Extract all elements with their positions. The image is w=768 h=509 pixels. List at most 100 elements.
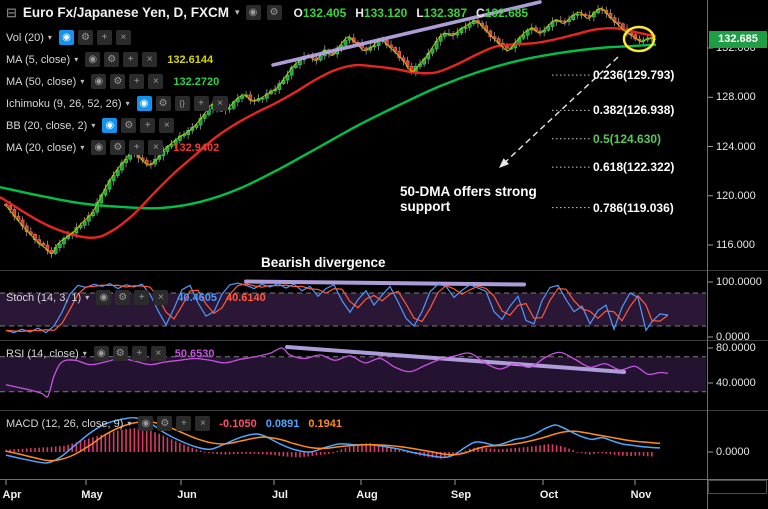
gear-icon[interactable]: ⚙: [157, 416, 173, 431]
support-arrow-head: [499, 158, 509, 168]
close-icon[interactable]: ×: [195, 416, 211, 431]
axis-corner-box[interactable]: [708, 480, 767, 494]
rsi-divergence-trendline[interactable]: [285, 345, 626, 374]
stoch-label[interactable]: Stoch (14, 3, 1): [6, 291, 82, 304]
fib-level-label[interactable]: 0.236(129.793): [593, 68, 675, 83]
month-label: May: [81, 489, 103, 501]
macd-hist-bar: [622, 452, 624, 456]
macd-label[interactable]: MACD (12, 26, close, 9): [6, 417, 124, 430]
rsi-label[interactable]: RSI (14, close): [6, 347, 79, 360]
eye-icon[interactable]: ◉: [85, 52, 101, 67]
gear-icon[interactable]: ⚙: [155, 96, 171, 111]
symbol-caret-icon[interactable]: ▾: [234, 7, 240, 17]
indicator-label[interactable]: MA (20, close): [6, 141, 77, 154]
macd-hist-bar: [394, 449, 396, 452]
macd-hist-bar: [257, 452, 260, 455]
support-arrow[interactable]: [500, 56, 619, 167]
macd-hist-bar: [154, 432, 156, 452]
macd-hist-bar: [212, 452, 214, 454]
eye-icon[interactable]: ◉: [96, 290, 112, 305]
indicator-caret-icon[interactable]: ▾: [74, 55, 79, 64]
braces-icon[interactable]: {}: [174, 96, 190, 111]
plus-icon[interactable]: +: [129, 140, 145, 155]
eye-icon[interactable]: ◉: [93, 346, 109, 361]
close-icon[interactable]: ×: [153, 290, 169, 305]
rsi-axis-label: 80.0000: [716, 342, 756, 354]
fib-level-label[interactable]: 0.382(126.938): [593, 103, 675, 118]
indicator-caret-icon[interactable]: ▾: [80, 143, 85, 152]
macd-hist-bar: [290, 452, 293, 457]
gear-icon[interactable]: ⚙: [266, 5, 282, 20]
macd-hist-bar: [216, 452, 218, 454]
gear-icon[interactable]: ⚙: [77, 30, 93, 45]
plus-icon[interactable]: +: [140, 118, 156, 133]
gear-icon[interactable]: ⚙: [115, 290, 131, 305]
macd-hist-bar: [199, 450, 202, 452]
close-icon[interactable]: ×: [212, 96, 228, 111]
collapse-icon[interactable]: ⊟: [6, 5, 17, 20]
fib-level-label[interactable]: 0.786(119.036): [593, 200, 674, 215]
fib-level-label[interactable]: 0.618(122.322): [593, 160, 675, 175]
month-label: Jun: [177, 489, 197, 501]
indicator-caret-icon[interactable]: ▾: [91, 121, 96, 130]
close-icon[interactable]: ×: [150, 346, 166, 361]
eye-icon[interactable]: ◉: [91, 74, 107, 89]
indicator-label[interactable]: BB (20, close, 2): [6, 119, 88, 132]
plus-icon[interactable]: +: [176, 416, 192, 431]
symbol-title[interactable]: Euro Fx/Japanese Yen, D, FXCM: [22, 5, 229, 20]
eye-icon[interactable]: ◉: [58, 30, 74, 45]
rsi-caret-icon[interactable]: ▾: [82, 349, 87, 358]
gear-icon[interactable]: ⚙: [110, 140, 126, 155]
plus-icon[interactable]: +: [129, 74, 145, 89]
macd-hist-bar: [539, 445, 541, 452]
gear-icon[interactable]: ⚙: [112, 346, 128, 361]
legend-row: MA (20, close) ▾ ◉ ⚙ + × 132.9402: [6, 140, 219, 155]
eye-icon[interactable]: ◉: [102, 118, 118, 133]
annotation-dma-support[interactable]: 50-DMA offers strong support: [400, 184, 537, 214]
gear-icon[interactable]: ⚙: [110, 74, 126, 89]
gear-icon[interactable]: ⚙: [104, 52, 120, 67]
plus-icon[interactable]: +: [131, 346, 147, 361]
fib-level-label[interactable]: 0.5(124.630): [593, 131, 662, 146]
rsi-line: [5, 347, 669, 398]
close-icon[interactable]: ×: [148, 140, 164, 155]
stoch-axis-label: 0.0000: [716, 331, 750, 343]
plus-icon[interactable]: +: [134, 290, 150, 305]
macd-hist-bar: [481, 446, 483, 452]
indicator-label[interactable]: Vol (20): [6, 31, 44, 44]
macd-hist-bar: [42, 447, 45, 452]
close-icon[interactable]: ×: [115, 30, 131, 45]
annotation-bearish-divergence[interactable]: Bearish divergence: [261, 255, 386, 270]
ma50-line: [0, 43, 657, 210]
macd-hist-bar: [328, 452, 330, 454]
plus-icon[interactable]: +: [193, 96, 209, 111]
stoch-divergence-trendline[interactable]: [244, 279, 526, 287]
macd-hist-bar: [125, 428, 127, 452]
eye-icon[interactable]: ◉: [91, 140, 107, 155]
indicator-label[interactable]: MA (5, close): [6, 53, 71, 66]
macd-hist-bar: [551, 444, 554, 452]
macd-hist-bar: [427, 452, 430, 458]
eye-icon[interactable]: ◉: [245, 5, 261, 20]
plus-icon[interactable]: +: [96, 30, 112, 45]
close-icon[interactable]: ×: [142, 52, 158, 67]
eye-icon[interactable]: ◉: [136, 96, 152, 111]
stoch-caret-icon[interactable]: ▾: [85, 293, 90, 302]
indicator-caret-icon[interactable]: ▾: [125, 99, 130, 108]
macd-hist-bar: [477, 446, 479, 452]
close-icon[interactable]: ×: [159, 118, 175, 133]
highlight-circle[interactable]: [622, 25, 656, 53]
price-axis-label: 124.000: [716, 140, 756, 153]
macd-hist-bar: [183, 444, 185, 452]
indicator-caret-icon[interactable]: ▾: [80, 77, 85, 86]
indicator-label[interactable]: Ichimoku (9, 26, 52, 26): [6, 97, 122, 110]
close-icon[interactable]: ×: [148, 74, 164, 89]
resistance-trendline[interactable]: [271, 0, 542, 67]
gear-icon[interactable]: ⚙: [121, 118, 137, 133]
indicator-caret-icon[interactable]: ▾: [47, 33, 52, 42]
indicator-label[interactable]: MA (50, close): [6, 75, 77, 88]
eye-icon[interactable]: ◉: [138, 416, 154, 431]
macd-hist-bar: [340, 449, 343, 452]
plus-icon[interactable]: +: [123, 52, 139, 67]
macd-caret-icon[interactable]: ▾: [127, 419, 132, 428]
